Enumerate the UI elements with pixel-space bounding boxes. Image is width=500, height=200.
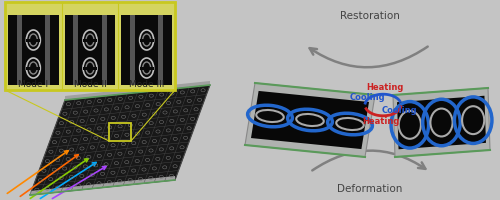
Bar — [26, 39, 40, 42]
Bar — [140, 67, 153, 70]
Polygon shape — [393, 89, 490, 157]
Bar — [8, 16, 58, 86]
Text: Deformation: Deformation — [338, 183, 402, 193]
Text: Mode III: Mode III — [129, 80, 164, 89]
Text: Heating: Heating — [366, 83, 404, 92]
Polygon shape — [65, 82, 210, 100]
Bar — [122, 16, 172, 86]
FancyBboxPatch shape — [5, 3, 175, 91]
Bar — [16, 16, 21, 86]
Bar — [109, 123, 131, 141]
Bar — [26, 67, 40, 70]
Text: Mode I: Mode I — [18, 80, 48, 89]
Polygon shape — [30, 86, 210, 195]
Polygon shape — [251, 91, 369, 149]
Bar — [158, 16, 164, 86]
Bar — [83, 39, 97, 42]
Bar — [140, 39, 153, 42]
Bar — [83, 67, 97, 70]
Polygon shape — [30, 176, 175, 195]
Bar — [102, 16, 106, 86]
Text: Restoration: Restoration — [340, 11, 400, 21]
Bar — [74, 16, 78, 86]
Bar — [130, 16, 135, 86]
Text: Cooling: Cooling — [349, 93, 385, 102]
Text: Cooling: Cooling — [381, 106, 417, 115]
Text: Heating: Heating — [362, 117, 400, 126]
Polygon shape — [397, 96, 486, 150]
Polygon shape — [245, 84, 375, 157]
Text: Mode II: Mode II — [74, 80, 106, 89]
Bar — [45, 16, 50, 86]
Bar — [64, 16, 116, 86]
